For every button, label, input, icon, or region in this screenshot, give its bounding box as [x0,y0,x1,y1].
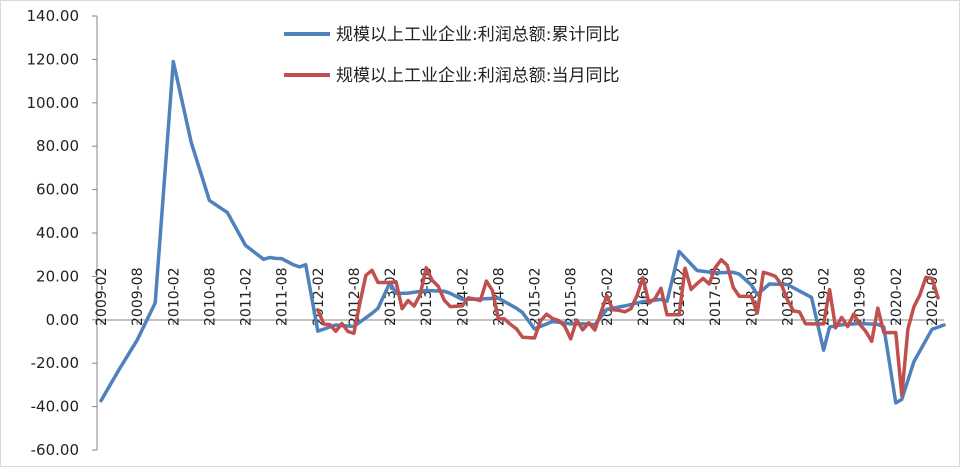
y-tick-label: 80.00 [36,137,79,155]
series-lines [99,59,946,405]
x-tick-label: 2011-08 [275,268,291,327]
x-tick-label: 2014-02 [455,268,471,327]
y-tick-label: 40.00 [36,224,79,242]
y-tick-label: -20.00 [31,354,79,372]
x-tick-label: 2015-02 [528,268,544,327]
x-tick-label: 2009-08 [130,268,146,327]
y-tick-label: -60.00 [31,441,79,459]
y-tick-label: 0.00 [46,311,79,329]
series-line-1 [99,59,946,405]
x-tick-label: 2019-02 [817,268,833,327]
y-tick-label: 20.00 [36,267,79,285]
x-tick-label: 2019-08 [853,268,869,327]
y-axis: 140.00 120.00 100.00 80.00 60.00 40.00 20.00 0.… [27,7,98,459]
x-tick-label: 2011-02 [239,268,255,327]
legend-label-2: 规模以上工业企业:利润总额:当月同比 [336,66,619,86]
y-tick-label: -40.00 [31,398,79,416]
x-tick-label: 2013-08 [419,268,435,327]
x-tick-label: 2010-02 [166,268,182,327]
x-tick-label: 2020-08 [925,268,941,327]
y-tick-label: 120.00 [27,50,80,68]
x-tick-label: 2010-08 [202,268,218,327]
y-tick-label: 140.00 [27,7,80,25]
x-tick-label: 2009-02 [94,268,110,327]
series-line-2 [316,257,940,398]
y-tick-label: 100.00 [27,94,80,112]
y-tick-label: 60.00 [36,181,79,199]
x-tick-label: 2020-02 [889,268,905,327]
x-tick-label: 2015-08 [564,268,580,327]
x-tick-label: 2017-08 [708,268,724,327]
x-tick-label: 2018-08 [780,268,796,327]
x-tick-label: 2013-02 [383,268,399,327]
legend-label-1: 规模以上工业企业:利润总额:累计同比 [336,25,619,45]
